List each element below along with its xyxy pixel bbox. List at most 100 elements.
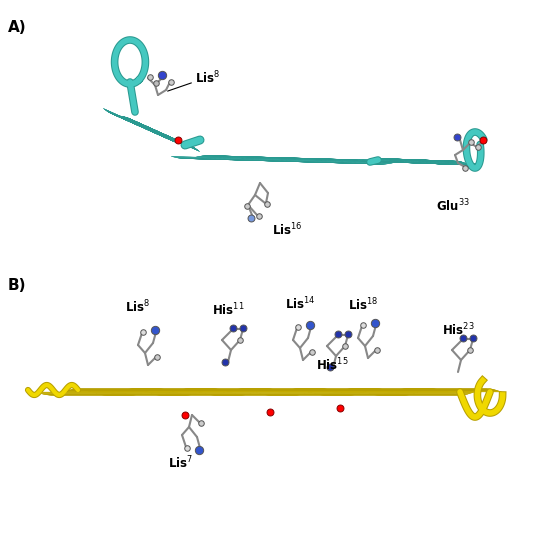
Polygon shape xyxy=(331,163,380,164)
Polygon shape xyxy=(178,158,227,159)
Polygon shape xyxy=(284,162,333,163)
Polygon shape xyxy=(178,158,227,159)
Polygon shape xyxy=(422,162,466,163)
Polygon shape xyxy=(201,156,249,157)
Polygon shape xyxy=(155,131,185,144)
Polygon shape xyxy=(417,160,461,162)
Polygon shape xyxy=(224,158,272,160)
Polygon shape xyxy=(365,161,410,163)
Polygon shape xyxy=(149,130,179,143)
Polygon shape xyxy=(399,162,444,164)
Polygon shape xyxy=(342,162,390,164)
Polygon shape xyxy=(133,121,163,134)
Polygon shape xyxy=(108,112,138,125)
Polygon shape xyxy=(184,158,233,160)
Polygon shape xyxy=(286,161,335,163)
Polygon shape xyxy=(124,117,153,130)
Polygon shape xyxy=(246,158,294,160)
Polygon shape xyxy=(221,158,270,159)
Polygon shape xyxy=(113,114,143,127)
Polygon shape xyxy=(124,117,154,130)
Polygon shape xyxy=(391,161,436,163)
Polygon shape xyxy=(385,159,429,161)
Polygon shape xyxy=(392,162,436,163)
Polygon shape xyxy=(154,131,184,144)
Polygon shape xyxy=(437,162,482,164)
Polygon shape xyxy=(387,159,431,161)
Polygon shape xyxy=(169,137,199,151)
Polygon shape xyxy=(321,161,370,162)
Polygon shape xyxy=(399,162,443,164)
Polygon shape xyxy=(317,159,365,161)
Polygon shape xyxy=(110,113,140,126)
Polygon shape xyxy=(433,163,477,165)
Polygon shape xyxy=(112,114,142,127)
Polygon shape xyxy=(139,125,169,139)
Polygon shape xyxy=(223,158,272,160)
Polygon shape xyxy=(370,160,415,162)
Polygon shape xyxy=(251,157,300,159)
Polygon shape xyxy=(433,163,477,165)
Polygon shape xyxy=(138,125,168,138)
Polygon shape xyxy=(268,158,317,160)
Polygon shape xyxy=(255,157,304,158)
Polygon shape xyxy=(393,162,437,164)
Polygon shape xyxy=(412,159,456,161)
Polygon shape xyxy=(110,113,140,127)
Polygon shape xyxy=(150,130,180,143)
Polygon shape xyxy=(408,160,452,162)
Polygon shape xyxy=(373,159,417,161)
Polygon shape xyxy=(291,161,340,162)
Polygon shape xyxy=(197,157,246,158)
Polygon shape xyxy=(334,163,383,164)
Polygon shape xyxy=(424,163,469,164)
Polygon shape xyxy=(389,161,433,162)
Polygon shape xyxy=(130,119,160,132)
Polygon shape xyxy=(140,126,170,140)
Polygon shape xyxy=(141,127,172,140)
Polygon shape xyxy=(324,162,373,163)
Polygon shape xyxy=(299,159,348,161)
Polygon shape xyxy=(397,162,441,164)
Polygon shape xyxy=(108,112,138,125)
Polygon shape xyxy=(226,159,275,161)
Polygon shape xyxy=(159,132,189,146)
Polygon shape xyxy=(309,158,358,160)
Polygon shape xyxy=(151,130,180,144)
Polygon shape xyxy=(276,161,325,162)
Polygon shape xyxy=(187,158,236,160)
Polygon shape xyxy=(333,163,382,164)
Polygon shape xyxy=(112,114,141,127)
Polygon shape xyxy=(139,125,169,139)
Polygon shape xyxy=(131,119,161,133)
Polygon shape xyxy=(127,119,142,126)
Polygon shape xyxy=(372,160,417,162)
Polygon shape xyxy=(293,160,342,162)
Polygon shape xyxy=(133,120,162,134)
Polygon shape xyxy=(401,162,445,164)
Polygon shape xyxy=(119,115,149,129)
Polygon shape xyxy=(126,118,157,131)
Polygon shape xyxy=(217,157,266,158)
Polygon shape xyxy=(161,133,191,146)
Polygon shape xyxy=(356,159,400,161)
Polygon shape xyxy=(339,162,388,164)
Polygon shape xyxy=(194,157,243,159)
Polygon shape xyxy=(164,134,194,148)
Polygon shape xyxy=(104,109,134,122)
Polygon shape xyxy=(118,115,148,129)
Polygon shape xyxy=(374,159,418,161)
Polygon shape xyxy=(429,164,473,165)
Polygon shape xyxy=(194,157,242,159)
Polygon shape xyxy=(399,161,422,162)
Polygon shape xyxy=(278,161,327,162)
Polygon shape xyxy=(203,156,252,157)
Polygon shape xyxy=(212,156,261,157)
Polygon shape xyxy=(373,159,417,162)
Polygon shape xyxy=(139,125,169,139)
Polygon shape xyxy=(158,132,188,145)
Polygon shape xyxy=(370,161,414,162)
Polygon shape xyxy=(271,159,320,161)
Polygon shape xyxy=(202,156,251,157)
Polygon shape xyxy=(154,131,184,144)
